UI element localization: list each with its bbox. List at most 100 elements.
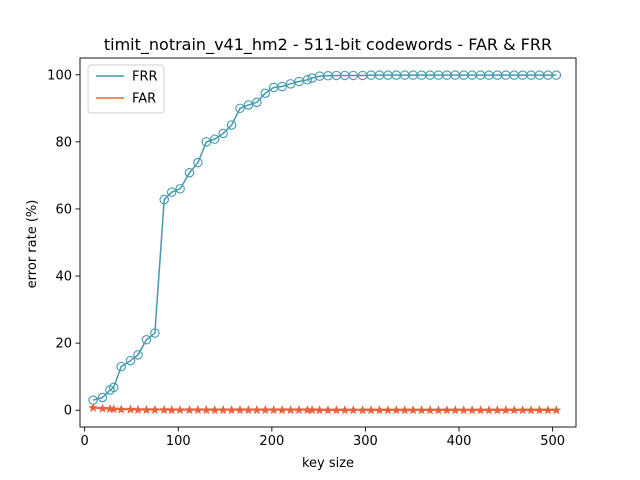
data-point-far	[526, 405, 536, 415]
data-point-far	[175, 405, 185, 415]
data-point-far	[226, 405, 237, 415]
data-point-frr	[125, 355, 136, 366]
data-point-far	[150, 404, 160, 414]
data-point-frr	[184, 167, 195, 178]
data-point-far	[492, 405, 503, 415]
data-point-far	[108, 404, 119, 414]
data-point-far	[348, 405, 359, 415]
data-point-far	[450, 405, 461, 415]
data-point-far	[201, 405, 212, 415]
data-point-far	[285, 405, 296, 415]
data-point-far	[467, 405, 477, 415]
data-point-far	[323, 405, 333, 415]
legend-label-far: FAR	[132, 92, 156, 107]
data-point-far	[97, 403, 108, 413]
data-point-far	[166, 405, 177, 415]
data-point-far	[125, 404, 136, 414]
data-point-far	[501, 405, 511, 415]
x-axis-label: key size	[302, 456, 354, 471]
data-point-far	[399, 405, 410, 415]
data-point-far	[193, 405, 203, 415]
data-point-frr	[116, 361, 126, 372]
plot-area	[88, 70, 562, 415]
data-point-far	[357, 405, 368, 415]
data-point-far	[475, 405, 486, 415]
data-point-frr	[302, 75, 313, 85]
data-point-frr	[551, 70, 562, 80]
data-point-far	[294, 405, 304, 415]
data-point-frr	[108, 382, 119, 393]
x-tick-label: 200	[259, 434, 284, 449]
data-point-far	[314, 405, 325, 415]
data-point-far	[141, 404, 152, 414]
data-point-far	[243, 405, 254, 415]
data-point-frr	[97, 392, 108, 403]
data-point-far	[366, 405, 376, 415]
y-tick-label: 80	[55, 135, 72, 150]
data-point-frr	[252, 97, 262, 108]
y-tick-label: 100	[47, 68, 72, 83]
data-point-frr	[141, 335, 152, 345]
axes: 0 100 200 300 400 500 0 20 40 60 80 100	[47, 57, 577, 449]
data-point-far	[551, 405, 562, 415]
x-tick-label: 0	[81, 434, 89, 449]
data-point-far	[331, 405, 342, 415]
data-point-far	[184, 405, 195, 415]
x-tick-label: 100	[166, 434, 191, 449]
data-point-far	[88, 402, 98, 412]
y-tick-label: 20	[55, 337, 72, 352]
data-point-far	[442, 405, 452, 415]
data-point-frr	[150, 328, 160, 338]
series-line-frr	[92, 74, 557, 401]
data-point-frr	[235, 103, 245, 114]
data-point-frr	[133, 350, 143, 360]
y-tick-label: 40	[55, 270, 72, 285]
data-point-frr	[348, 70, 359, 81]
data-point-frr	[193, 157, 203, 168]
data-point-far	[408, 405, 418, 415]
data-point-far	[116, 404, 126, 414]
data-point-frr	[210, 134, 220, 144]
data-layer	[88, 70, 562, 415]
data-point-far	[235, 405, 245, 415]
x-tick-label: 300	[353, 434, 378, 449]
data-point-far	[260, 405, 271, 415]
data-point-frr	[226, 120, 237, 130]
data-point-frr	[201, 137, 212, 147]
data-point-frr	[260, 88, 271, 98]
data-point-far	[252, 405, 262, 415]
data-point-far	[268, 405, 279, 415]
data-point-far	[416, 405, 427, 415]
data-point-far	[340, 405, 350, 415]
data-point-frr	[285, 79, 296, 89]
y-tick-label: 60	[55, 202, 72, 217]
legend: FRR FAR	[87, 64, 165, 114]
x-tick-label: 500	[540, 434, 565, 449]
data-point-frr	[159, 194, 169, 205]
data-point-frr	[166, 187, 177, 197]
data-point-frr	[277, 81, 287, 92]
y-axis-label: error rate (%)	[25, 200, 40, 289]
data-point-far	[534, 405, 545, 415]
data-point-far	[209, 405, 220, 415]
x-tick-label: 400	[447, 434, 472, 449]
data-point-far	[133, 404, 143, 414]
data-point-far	[383, 405, 393, 415]
data-point-far	[543, 405, 553, 415]
data-point-far	[433, 405, 444, 415]
data-point-far	[509, 405, 520, 415]
chart-title: timit_notrain_v41_hm2 - 511-bit codeword…	[104, 35, 552, 55]
data-point-far	[484, 405, 494, 415]
data-point-far	[458, 405, 469, 415]
data-point-far	[391, 405, 402, 415]
data-point-frr	[218, 128, 228, 139]
data-point-frr	[243, 100, 254, 110]
data-point-far	[218, 405, 228, 415]
legend-box	[87, 64, 165, 114]
data-point-far	[277, 405, 287, 415]
data-point-far	[517, 405, 528, 415]
data-point-far	[425, 405, 435, 415]
data-point-far	[374, 405, 385, 415]
legend-label-frr: FRR	[132, 70, 158, 85]
